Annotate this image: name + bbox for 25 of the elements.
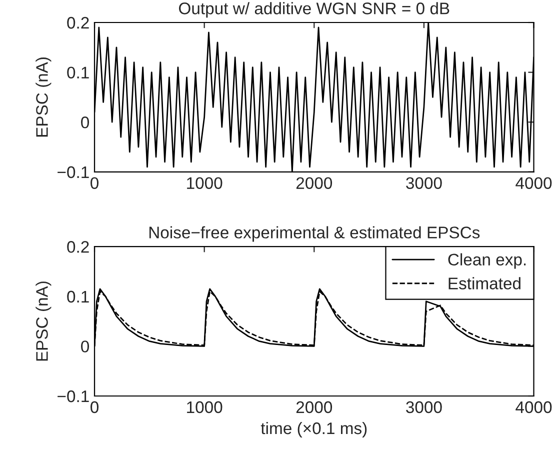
x-tick-label: 4000	[516, 401, 552, 414]
y-tick-label: 0.2	[67, 16, 89, 29]
legend-label: Clean exp.	[448, 253, 526, 269]
chart-title: Output w/ additive WGN SNR = 0 dB	[179, 2, 450, 18]
y-axis-title: EPSC (nA)	[36, 282, 52, 361]
x-tick-label: 0	[90, 177, 99, 190]
chart-title: Noise−free experimental & estimated EPSCs	[149, 226, 480, 242]
x-tick-label: 4000	[516, 177, 552, 190]
x-tick-label: 2000	[296, 177, 332, 190]
y-tick-label: 0	[81, 116, 90, 128]
x-tick-label: 2000	[296, 401, 332, 414]
x-tick-label: 3000	[406, 401, 442, 414]
x-tick-label: 1000	[187, 401, 222, 414]
x-tick-label: 1000	[187, 177, 222, 190]
y-axis-title: EPSC (nA)	[36, 57, 52, 137]
x-tick-label: 0	[90, 401, 99, 414]
y-tick-label: 0.2	[67, 241, 89, 253]
y-tick-label: 0	[81, 340, 90, 352]
y-tick-label: 0.1	[67, 290, 89, 303]
y-tick-label: 0.1	[67, 66, 89, 79]
x-axis-title: time (×0.1 ms)	[260, 422, 367, 438]
y-tick-label: −0.1	[58, 166, 89, 178]
y-tick-label: −0.1	[58, 390, 89, 402]
x-tick-label: 3000	[406, 177, 442, 190]
legend-label: Estimated	[448, 277, 520, 290]
